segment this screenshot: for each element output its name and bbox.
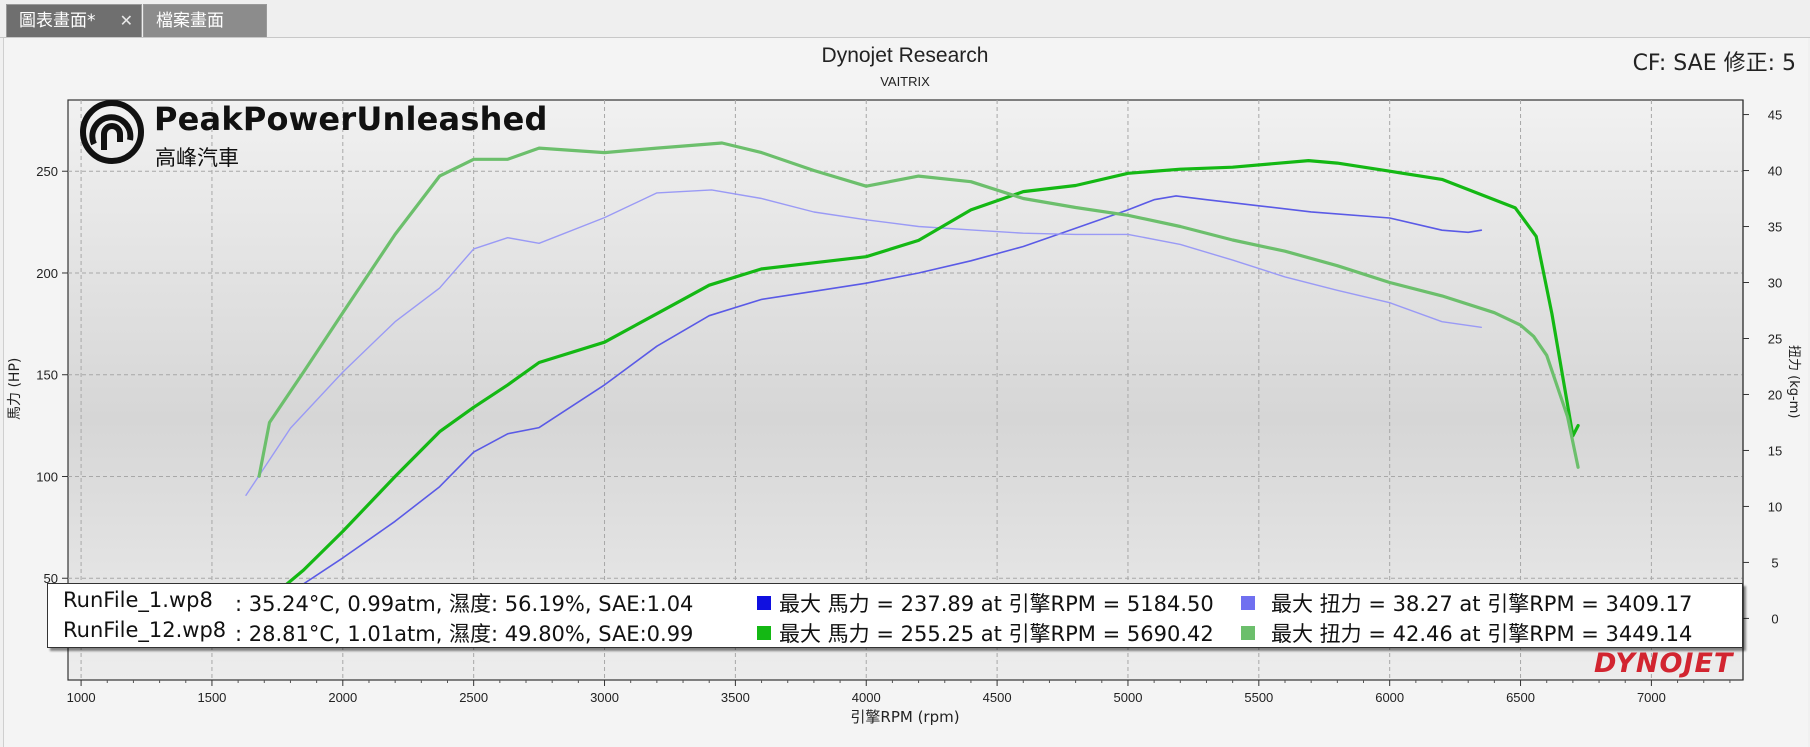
x-tick-label: 2500 [459,690,488,705]
x-tick-label: 4000 [852,690,881,705]
legend-max-power: 最大 馬力 = 255.25 at 引擎RPM = 5690.42 [779,622,1214,646]
y2-tick-label: 25 [1768,331,1782,346]
x-tick-label: 1000 [67,690,96,705]
y-tick-label: 100 [36,469,58,484]
legend-swatch-power [757,626,771,640]
x-tick-label: 3500 [721,690,750,705]
x-tick-label: 7000 [1637,690,1666,705]
series-line-0 [250,195,1483,633]
y2-tick-label: 10 [1768,499,1782,514]
chart-title: Dynojet Research [821,44,989,67]
x-axis-label: 引擎RPM (rpm) [850,708,960,726]
close-icon[interactable]: ✕ [119,11,133,30]
legend-max-torque: 最大 扭力 = 42.46 at 引擎RPM = 3449.14 [1271,622,1693,646]
tab-file-view-label: 檔案畫面 [156,11,224,31]
y2-tick-label: 0 [1771,611,1778,626]
dynojet-watermark: DYNOJET [1594,648,1734,679]
x-tick-label: 5000 [1114,690,1143,705]
chart-subtitle: VAITRIX [880,74,930,89]
series-line-2 [252,159,1580,641]
x-tick-label: 5500 [1244,690,1273,705]
fingerprint-icon [80,100,144,164]
y2-axis-label: 扭力 (kg-m) [1786,345,1801,419]
x-tick-label: 3000 [590,690,619,705]
y2-tick-label: 5 [1771,555,1778,570]
y2-tick-label: 20 [1768,387,1782,402]
y2-tick-label: 15 [1768,443,1782,458]
legend-swatch-torque [1241,596,1255,610]
tab-chart-view-label: 圖表畫面* [19,11,96,31]
logo-subtitle: 高峰汽車 [155,146,239,170]
legend-max-torque: 最大 扭力 = 38.27 at 引擎RPM = 3409.17 [1271,592,1693,616]
y-axis-label: 馬力 (HP) [7,357,23,420]
x-tick-label: 4500 [983,690,1012,705]
y2-tick-label: 35 [1768,220,1782,235]
series-line-3 [257,141,1580,478]
legend-conditions: : 28.81°C, 1.01atm, 濕度: 49.80%, SAE:0.99 [235,622,694,646]
legend-max-power: 最大 馬力 = 237.89 at 引擎RPM = 5184.50 [779,592,1214,616]
series-lines [245,141,1580,641]
correction-factor-label: CF: SAE 修正: 5 [1632,51,1796,76]
logo-name: PeakPowerUnleashed [154,100,548,138]
y-tick-label: 150 [36,368,58,383]
y2-tick-label: 45 [1768,108,1782,123]
x-tick-label: 6500 [1506,690,1535,705]
y-tick-label: 250 [36,164,58,179]
legend-swatch-power [757,596,771,610]
x-tick-label: 2000 [328,690,357,705]
chart-legend: RunFile_1.wp8 : 35.24°C, 0.99atm, 濕度: 56… [47,583,1743,648]
y2-tick-label: 30 [1768,276,1782,291]
y2-tick-label: 40 [1768,164,1782,179]
y-tick-label: 200 [36,266,58,281]
tab-file-view[interactable]: 檔案畫面 [143,4,267,37]
legend-file-name: RunFile_1.wp8 [63,588,213,612]
tab-chart-view[interactable]: 圖表畫面* ✕ [6,4,142,37]
series-line-1 [245,189,1483,496]
y-tick-label: 50 [44,571,58,586]
axes: 1000 1500 2000 2500 3000 3500 4000 4500 5000 5500… [36,100,1782,705]
legend-swatch-torque [1241,626,1255,640]
legend-conditions: : 35.24°C, 0.99atm, 濕度: 56.19%, SAE:1.04 [235,592,694,616]
tab-bar: 圖表畫面* ✕ 檔案畫面 [0,0,1810,38]
x-tick-label: 6000 [1375,690,1404,705]
x-tick-label: 1500 [197,690,226,705]
legend-file-name: RunFile_12.wp8 [63,618,227,642]
